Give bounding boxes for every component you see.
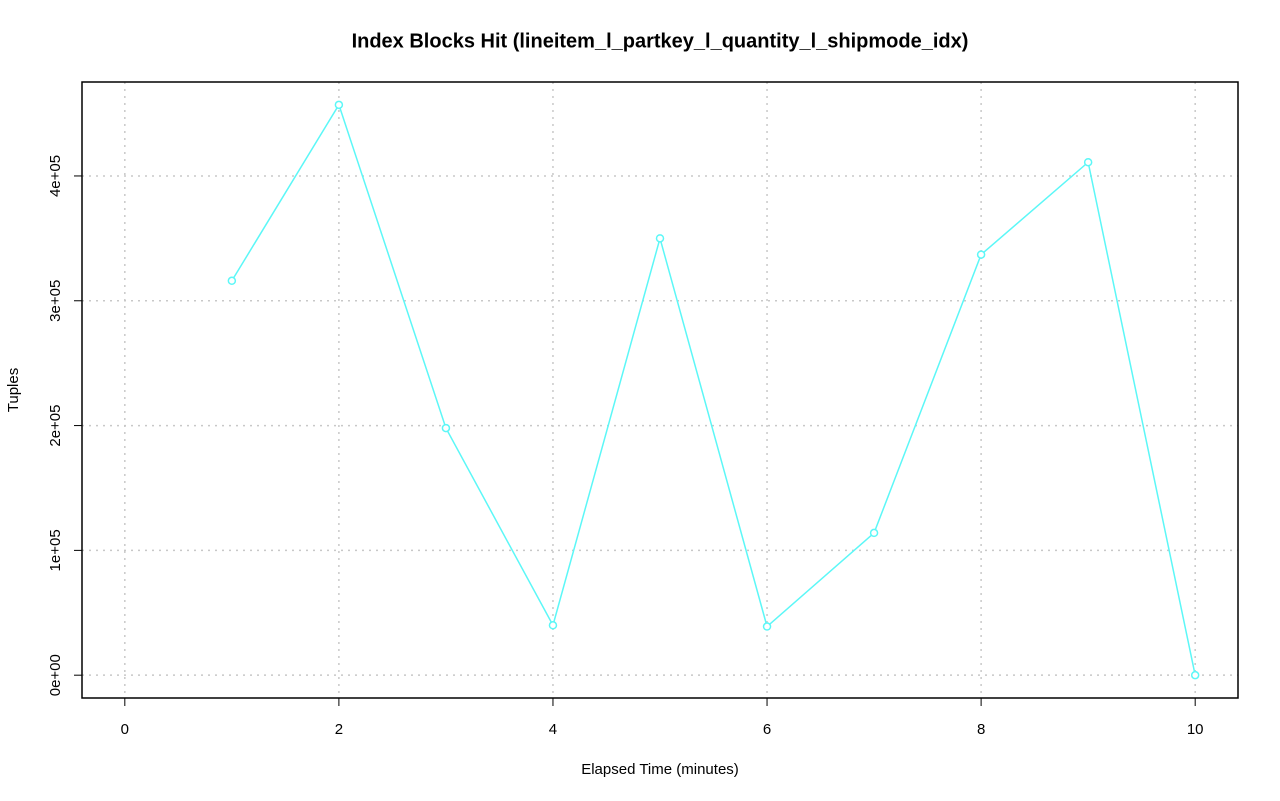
y-axis-label: Tuples — [5, 368, 22, 412]
data-point — [655, 234, 665, 243]
x-tick-label: 6 — [763, 721, 771, 738]
x-tick-label: 4 — [549, 721, 557, 738]
series-line — [231, 103, 1196, 676]
x-tick-label: 0 — [121, 721, 129, 738]
x-tick-label: 2 — [335, 721, 343, 738]
x-tick-label: 8 — [977, 721, 985, 738]
data-point — [227, 276, 237, 286]
data-point — [976, 250, 986, 259]
y-tick-label: 4e+05 — [47, 155, 64, 197]
data-point — [441, 423, 451, 433]
y-tick-label: 0e+00 — [47, 654, 64, 696]
data-point — [334, 100, 344, 110]
y-tick-label: 1e+05 — [47, 529, 64, 571]
y-tick-label: 2e+05 — [47, 404, 64, 446]
x-tick-label: 10 — [1187, 721, 1204, 738]
plot-frame — [81, 81, 1239, 699]
data-point — [1190, 670, 1200, 680]
x-axis-label: Elapsed Time (minutes) — [581, 761, 739, 778]
data-point — [869, 528, 879, 538]
y-tick-label: 3e+05 — [47, 280, 64, 322]
data-point — [762, 622, 772, 631]
chart-title: Index Blocks Hit (lineitem_l_partkey_l_q… — [352, 30, 969, 52]
data-point — [1083, 157, 1093, 167]
data-point — [548, 621, 558, 630]
